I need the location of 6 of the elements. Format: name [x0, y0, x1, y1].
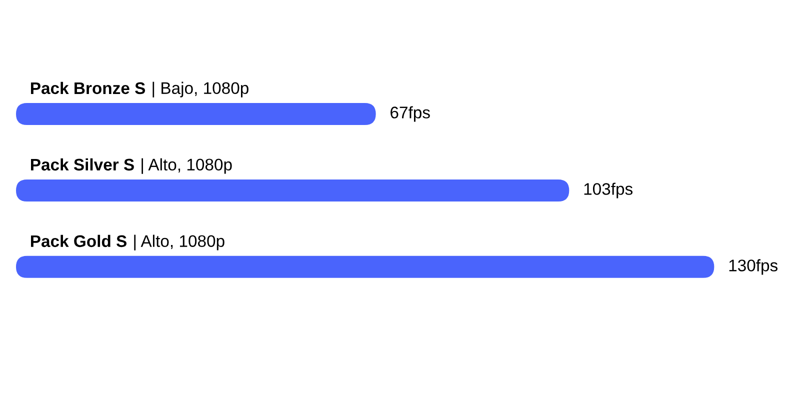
- data-label: 67fps: [390, 106, 430, 122]
- data-label: 130fps: [729, 259, 778, 275]
- y-tick-label: Pack Gold S | Alto, 1080p: [31, 234, 224, 250]
- y-tick-label: Pack Silver S | Alto, 1080p: [31, 158, 232, 174]
- data-label: 103fps: [584, 182, 633, 198]
- y-tick-label: Pack Bronze S | Bajo, 1080p: [31, 82, 248, 98]
